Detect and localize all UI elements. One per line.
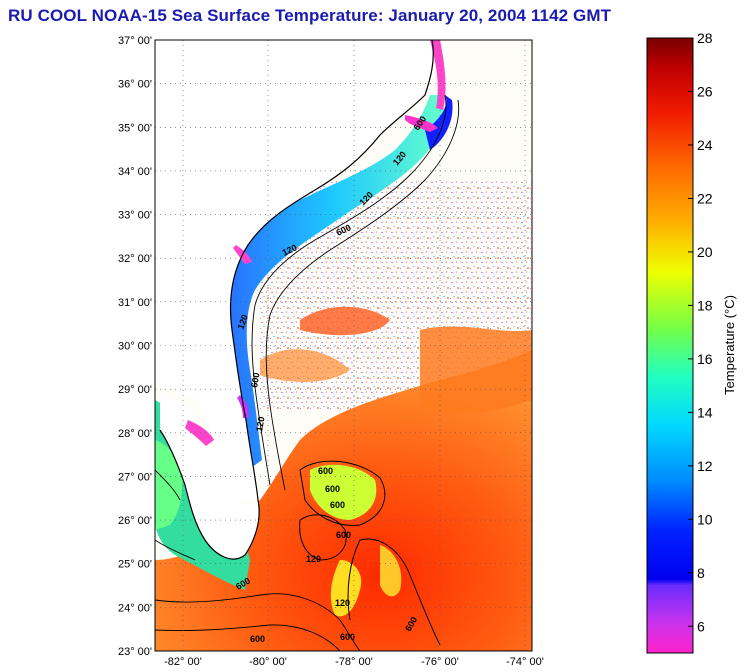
colorbar-tick-label: 10	[697, 511, 713, 527]
isobath-label: 600	[250, 634, 265, 644]
isobath-label: 120	[335, 598, 350, 608]
map-title: RU COOL NOAA-15 Sea Surface Temperature:…	[8, 6, 612, 25]
colorbar-tick-label: 24	[697, 137, 713, 153]
colorbar-ticks: 28 26 24 22 20 18 16 14 12 10 8 6	[688, 30, 713, 634]
latitude-label: 29° 00'	[118, 384, 152, 396]
colorbar-tick-label: 16	[697, 351, 713, 367]
latitude-label: 32° 00'	[118, 253, 152, 265]
latitude-label: 27° 00'	[118, 471, 152, 483]
latitude-label: 34° 00'	[118, 166, 152, 178]
latitude-label: 31° 00'	[118, 297, 152, 309]
latitude-label: 24° 00'	[118, 602, 152, 614]
latitude-label: 28° 00'	[118, 428, 152, 440]
colorbar-tick-label: 18	[697, 297, 713, 313]
lat-lon-grid	[155, 40, 532, 651]
latitude-label: 33° 00'	[118, 210, 152, 222]
latitude-label: 37° 00'	[118, 35, 152, 47]
isobath-label: 600	[249, 372, 261, 389]
map-frame	[154, 39, 533, 652]
longitude-label: -76° 00'	[421, 656, 459, 668]
latitude-label: 36° 00'	[118, 79, 152, 91]
longitude-label: -80° 00'	[249, 656, 287, 668]
colorbar-tick-label: 6	[697, 618, 705, 634]
colorbar-tick-label: 8	[697, 565, 705, 581]
isobath-label: 600	[336, 530, 351, 540]
colorbar-tick-label: 28	[697, 30, 713, 46]
sst-imagery	[155, 40, 532, 651]
latitude-label: 26° 00'	[118, 515, 152, 527]
colorbar-tick-label: 14	[697, 404, 713, 420]
latitude-label: 35° 00'	[118, 122, 152, 134]
isobath-label: 600	[340, 632, 355, 642]
isobath-label: 600	[325, 484, 340, 494]
longitude-label: -78° 00'	[335, 656, 373, 668]
longitude-label: -82° 00'	[164, 656, 202, 668]
colorbar-title: Temperature (°C)	[722, 295, 737, 395]
latitude-label: 25° 00'	[118, 559, 152, 571]
isobath-label: 120	[254, 416, 266, 433]
isobath-label: 120	[306, 554, 321, 564]
colorbar-tick-label: 12	[697, 458, 713, 474]
isobath-label: 600	[318, 466, 333, 476]
colorbar-tick-label: 20	[697, 244, 713, 260]
longitude-labels: -82° 00' -80° 00' -78° 00' -76° 00' -74° 00'	[164, 656, 544, 668]
latitude-label: 30° 00'	[118, 341, 152, 353]
isobath-label: 600	[330, 500, 345, 510]
colorbar-tick-label: 26	[697, 83, 713, 99]
isobath-label: 120	[235, 313, 250, 331]
colorbar	[646, 37, 694, 654]
longitude-label: -74° 00'	[506, 656, 544, 668]
latitude-label: 23° 00'	[118, 646, 152, 658]
latitude-labels: 37° 00' 36° 00' 35° 00' 34° 00' 33° 00' 32° 0…	[118, 35, 152, 658]
colorbar-tick-label: 22	[697, 190, 713, 206]
